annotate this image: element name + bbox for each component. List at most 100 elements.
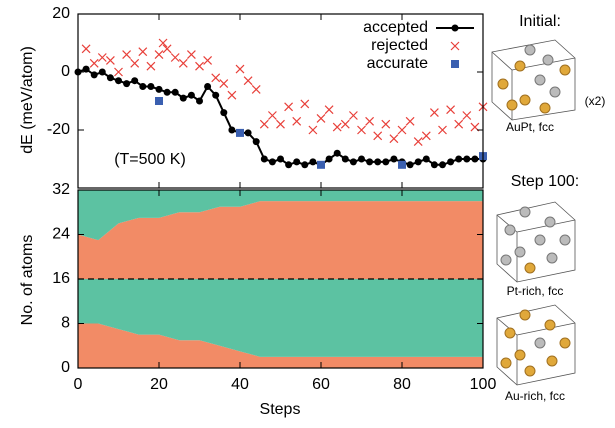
point (471, 155, 479, 163)
y-tick-label: 0 (61, 359, 70, 376)
point (462, 111, 472, 120)
point (179, 94, 187, 102)
point (259, 119, 269, 129)
panel-title: Step 100: (511, 173, 580, 190)
y-tick-label: 16 (52, 270, 70, 287)
point (285, 161, 293, 169)
point (382, 158, 390, 166)
y-axis-title: dE (meV/atom) (19, 46, 36, 154)
y-tick-label: 0 (61, 63, 70, 80)
y-tick-label: 24 (52, 226, 70, 243)
point (178, 58, 188, 68)
point (429, 108, 439, 118)
point (155, 85, 163, 93)
point (277, 155, 284, 163)
point (300, 99, 310, 109)
point (389, 134, 399, 144)
point (106, 74, 114, 82)
legend-marker (451, 60, 459, 68)
point (317, 160, 325, 169)
point (154, 50, 164, 60)
point (97, 53, 107, 62)
point (357, 125, 366, 135)
legend-marker (451, 24, 459, 32)
point (195, 61, 204, 71)
point (463, 155, 471, 163)
crystal (496, 304, 576, 386)
point (333, 149, 341, 157)
point (260, 155, 268, 163)
point (373, 131, 383, 141)
point (390, 155, 398, 163)
point (220, 109, 228, 117)
point (252, 138, 260, 146)
area (78, 190, 483, 241)
point (421, 131, 431, 141)
point (316, 113, 326, 123)
point (325, 155, 333, 163)
point (81, 44, 91, 54)
point (196, 97, 203, 105)
panel-title: Initial: (519, 13, 561, 30)
point (454, 119, 464, 129)
point (170, 53, 180, 62)
point (122, 50, 132, 60)
point (187, 91, 195, 99)
point (139, 83, 147, 90)
point (292, 116, 302, 126)
point (158, 38, 168, 48)
point (301, 161, 309, 169)
y-axis-title: No. of atoms (19, 235, 36, 326)
point (455, 155, 463, 163)
area (78, 201, 483, 279)
point (446, 105, 456, 115)
point (374, 158, 382, 166)
point (308, 125, 318, 135)
point (114, 67, 123, 77)
crystal (496, 201, 576, 283)
point (267, 111, 277, 120)
x-tick-label: 80 (393, 376, 411, 393)
x-axis-title: Steps (260, 401, 301, 418)
point (235, 64, 245, 74)
point (397, 125, 407, 135)
point (358, 155, 365, 163)
area (78, 279, 483, 357)
point (162, 44, 172, 54)
point (366, 158, 374, 166)
point (309, 158, 317, 166)
y-tick-label: 20 (52, 5, 70, 22)
legend-label: accurate (367, 55, 428, 72)
crystal (491, 39, 576, 121)
point (422, 155, 430, 163)
x-tick-label: 20 (150, 376, 168, 393)
point (243, 76, 253, 86)
point (251, 84, 261, 94)
point (123, 80, 131, 88)
point (398, 160, 406, 169)
point (203, 55, 213, 65)
y-tick-label: -20 (47, 121, 70, 138)
point (340, 119, 350, 129)
point (90, 71, 98, 79)
point (430, 161, 438, 169)
point (341, 155, 349, 163)
x-tick-label: 100 (470, 376, 497, 393)
point (146, 61, 156, 71)
annotation: (T=500 K) (114, 151, 186, 168)
structure-label: AuPt, fcc (506, 120, 554, 134)
legend-marker (450, 41, 460, 51)
point (406, 161, 414, 169)
point (438, 125, 447, 135)
multiplier: (x2) (585, 94, 606, 108)
point (348, 111, 358, 120)
legend-label: accepted (363, 19, 428, 36)
legend-label: rejected (371, 37, 428, 54)
point (105, 55, 115, 65)
x-tick-label: 0 (74, 376, 83, 393)
x-tick-label: 40 (231, 376, 249, 393)
point (138, 47, 148, 57)
point (82, 65, 90, 73)
point (98, 68, 106, 76)
y-tick-label: 32 (52, 181, 70, 198)
